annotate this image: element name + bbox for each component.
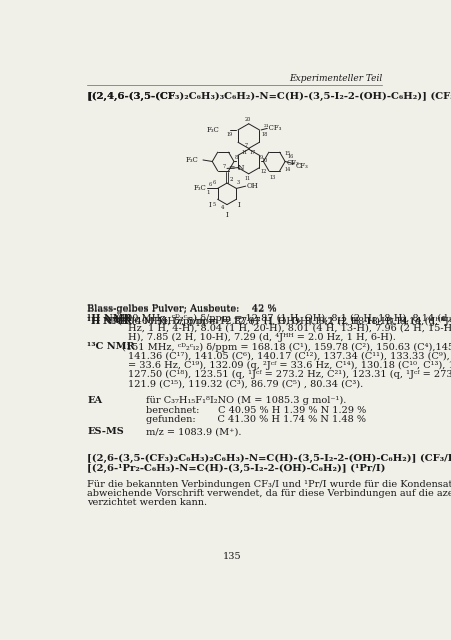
Text: [(2,6-(3,5-(CF₃)₂C₆H₃)₂C₆H₃)-N=C(H)-(3,5-I₂-2-(OH)-C₆H₂)] (CF₃/I) und: [(2,6-(3,5-(CF₃)₂C₆H₃)₂C₆H₃)-N=C(H)-(3,5… [87, 454, 451, 463]
Text: berechnet:      C 40.95 % H 1.39 % N 1.29 %: berechnet: C 40.95 % H 1.39 % N 1.29 % [145, 406, 365, 415]
Text: (151 MHz, ᶜᴰ₂ᶜₗ₂) δ/ppm = 168.18 (C¹), 159.78 (C²), 150.63 (C⁴),145.15 (C⁸),: (151 MHz, ᶜᴰ₂ᶜₗ₂) δ/ppm = 168.18 (C¹), 1… [121, 342, 451, 351]
Text: 15: 15 [284, 151, 290, 156]
Text: 6: 6 [212, 180, 216, 186]
Text: 121.9 (C¹⁵), 119.32 (C³), 86.79 (C⁵) , 80.34 (C³).: 121.9 (C¹⁵), 119.32 (C³), 86.79 (C⁵) , 8… [128, 380, 362, 388]
Text: 7: 7 [222, 164, 225, 169]
Text: 9: 9 [260, 155, 263, 159]
Text: F₃C: F₃C [206, 126, 219, 134]
Text: CF₃: CF₃ [295, 162, 308, 170]
Text: 127.50 (C¹⁸), 123.51 (q, ¹Jᶜᶠ = 273.2 Hz, C²¹), 123.31 (q, ¹Jᶜᶠ = 273.2 Hz, C¹⁶): 127.50 (C¹⁸), 123.51 (q, ¹Jᶜᶠ = 273.2 Hz… [128, 370, 451, 380]
Text: 3: 3 [236, 180, 239, 186]
Text: 19: 19 [226, 132, 233, 137]
Text: abweichende Vorschrift verwendet, da für diese Verbindungen auf die azeotrope De: abweichende Vorschrift verwendet, da für… [87, 489, 451, 498]
Text: 17: 17 [249, 150, 255, 155]
Text: = N: = N [228, 163, 244, 172]
Text: (400 MHz, ᶜᴰ₂ᶜₗ₂) δ/ppm = 12.87 (1 H, OH), 8.1 (2 H, 18-H), 8.14 (d, ⁴Jᴴᴴ = 2.0: (400 MHz, ᶜᴰ₂ᶜₗ₂) δ/ppm = 12.87 (1 H, OH… [116, 314, 451, 323]
Text: 6: 6 [209, 182, 212, 187]
Text: 135: 135 [222, 552, 240, 561]
Text: 4: 4 [221, 205, 224, 211]
Text: ES-MS: ES-MS [87, 427, 124, 436]
Text: 2: 2 [229, 177, 232, 182]
Text: Blass-gelbes Pulver; Ausbeute:    42 %: Blass-gelbes Pulver; Ausbeute: 42 % [87, 304, 276, 313]
Text: (400 MHz, δ/ppm = 12.87 (1 H, OH), 8.1 (2 H, 18-H), 8.14 (d, ⁴Jᴴᴴ = 2.0: (400 MHz, δ/ppm = 12.87 (1 H, OH), 8.1 (… [115, 317, 451, 326]
Text: 18: 18 [261, 132, 267, 137]
Text: 1: 1 [206, 190, 209, 195]
Text: ¹³C NMR: ¹³C NMR [87, 342, 135, 351]
Text: [(2,4,6-(3,5-(CF: [(2,4,6-(3,5-(CF [87, 92, 175, 100]
Text: 7: 7 [244, 143, 248, 148]
Text: 13: 13 [269, 175, 275, 180]
Text: 141.36 (C¹⁷), 141.05 (C⁶), 140.17 (C¹²), 137.34 (C¹¹), 133.33 (C⁹), 132.49 (q, ²: 141.36 (C¹⁷), 141.05 (C⁶), 140.17 (C¹²),… [128, 352, 451, 361]
Text: Für die bekannten Verbindungen CF₃/I und ¹Pr/I wurde für die Kondensation eine v: Für die bekannten Verbindungen CF₃/I und… [87, 479, 451, 488]
Text: 11: 11 [244, 176, 250, 181]
Text: OH: OH [246, 182, 258, 190]
Text: 14: 14 [284, 167, 290, 172]
Text: Hz, 1 H, 4-H), 8.04 (1 H, 20-H), 8.01 (4 H, 13-H), 7.96 (2 H, 15-H), 7.90 (1 H, : Hz, 1 H, 4-H), 8.04 (1 H, 20-H), 8.01 (4… [128, 323, 451, 332]
Text: F₃C: F₃C [185, 156, 198, 164]
Text: EA: EA [87, 396, 102, 405]
Text: I: I [208, 201, 211, 209]
Text: 12: 12 [260, 169, 266, 174]
Text: F₃C: F₃C [193, 184, 206, 191]
Text: ²¹CF₃: ²¹CF₃ [263, 124, 281, 132]
Text: für C₃₇H₁₅F₁⁸I₂NO (M = 1085.3 g mol⁻¹).: für C₃₇H₁₅F₁⁸I₂NO (M = 1085.3 g mol⁻¹). [145, 396, 345, 406]
Text: [(2,6-¹Pr₂-C₆H₃)-N=C(H)-(3,5-I₂-2-(OH)-C₆H₂)] (¹Pr/I): [(2,6-¹Pr₂-C₆H₃)-N=C(H)-(3,5-I₂-2-(OH)-C… [87, 464, 385, 473]
Text: 11: 11 [241, 150, 248, 155]
Text: H), 7.85 (2 H, 10-H), 7.29 (d, ⁴Jᴴᴴ = 2.0 Hz, 1 H, 6-H).: H), 7.85 (2 H, 10-H), 7.29 (d, ⁴Jᴴᴴ = 2.… [128, 332, 395, 342]
Text: m/z = 1083.9 (M⁺).: m/z = 1083.9 (M⁺). [145, 427, 240, 436]
Text: 8: 8 [235, 155, 238, 159]
Text: Blass-gelbes Pulver; Ausbeute:    42 %: Blass-gelbes Pulver; Ausbeute: 42 % [87, 305, 276, 314]
Text: CF₃: CF₃ [286, 159, 299, 167]
Text: Experimenteller Teil: Experimenteller Teil [288, 74, 381, 83]
Text: gefunden:       C 41.30 % H 1.74 % N 1.48 %: gefunden: C 41.30 % H 1.74 % N 1.48 % [145, 415, 365, 424]
Text: I: I [225, 211, 228, 219]
Text: ¹H NMR (400 MHz, δ/ppm = 12.87 (1 H, OH), 8.1 (2 H, 18-H), 8.14 (d, ⁴Jᴴᴴ = 2.0: ¹H NMR (400 MHz, δ/ppm = 12.87 (1 H, OH)… [87, 317, 451, 326]
Text: [(2,4,6-(3,5-(CF₃)₂C₆H₃)₃C₆H₂)-N=C(H)-(3,5-I₂-2-(OH)-C₆H₂)] (CF₃pCF₃/I): [(2,4,6-(3,5-(CF₃)₂C₆H₃)₃C₆H₂)-N=C(H)-(3… [87, 92, 451, 100]
Text: I: I [237, 201, 240, 209]
Text: 10: 10 [261, 158, 267, 163]
Text: ¹H NMR: ¹H NMR [87, 314, 132, 323]
Text: ¹H NMR: ¹H NMR [87, 317, 132, 326]
Text: = 33.6 Hz, C¹⁹), 132.09 (q, ²Jᶜᶠ = 33.6 Hz, C¹⁴), 130.18 (C¹⁰, C¹³), 129.93 (C²⁰: = 33.6 Hz, C¹⁹), 132.09 (q, ²Jᶜᶠ = 33.6 … [128, 361, 451, 370]
Text: verzichtet werden kann.: verzichtet werden kann. [87, 498, 207, 507]
Text: 5: 5 [212, 202, 216, 207]
Text: 20: 20 [244, 117, 251, 122]
Text: 16: 16 [287, 154, 293, 159]
